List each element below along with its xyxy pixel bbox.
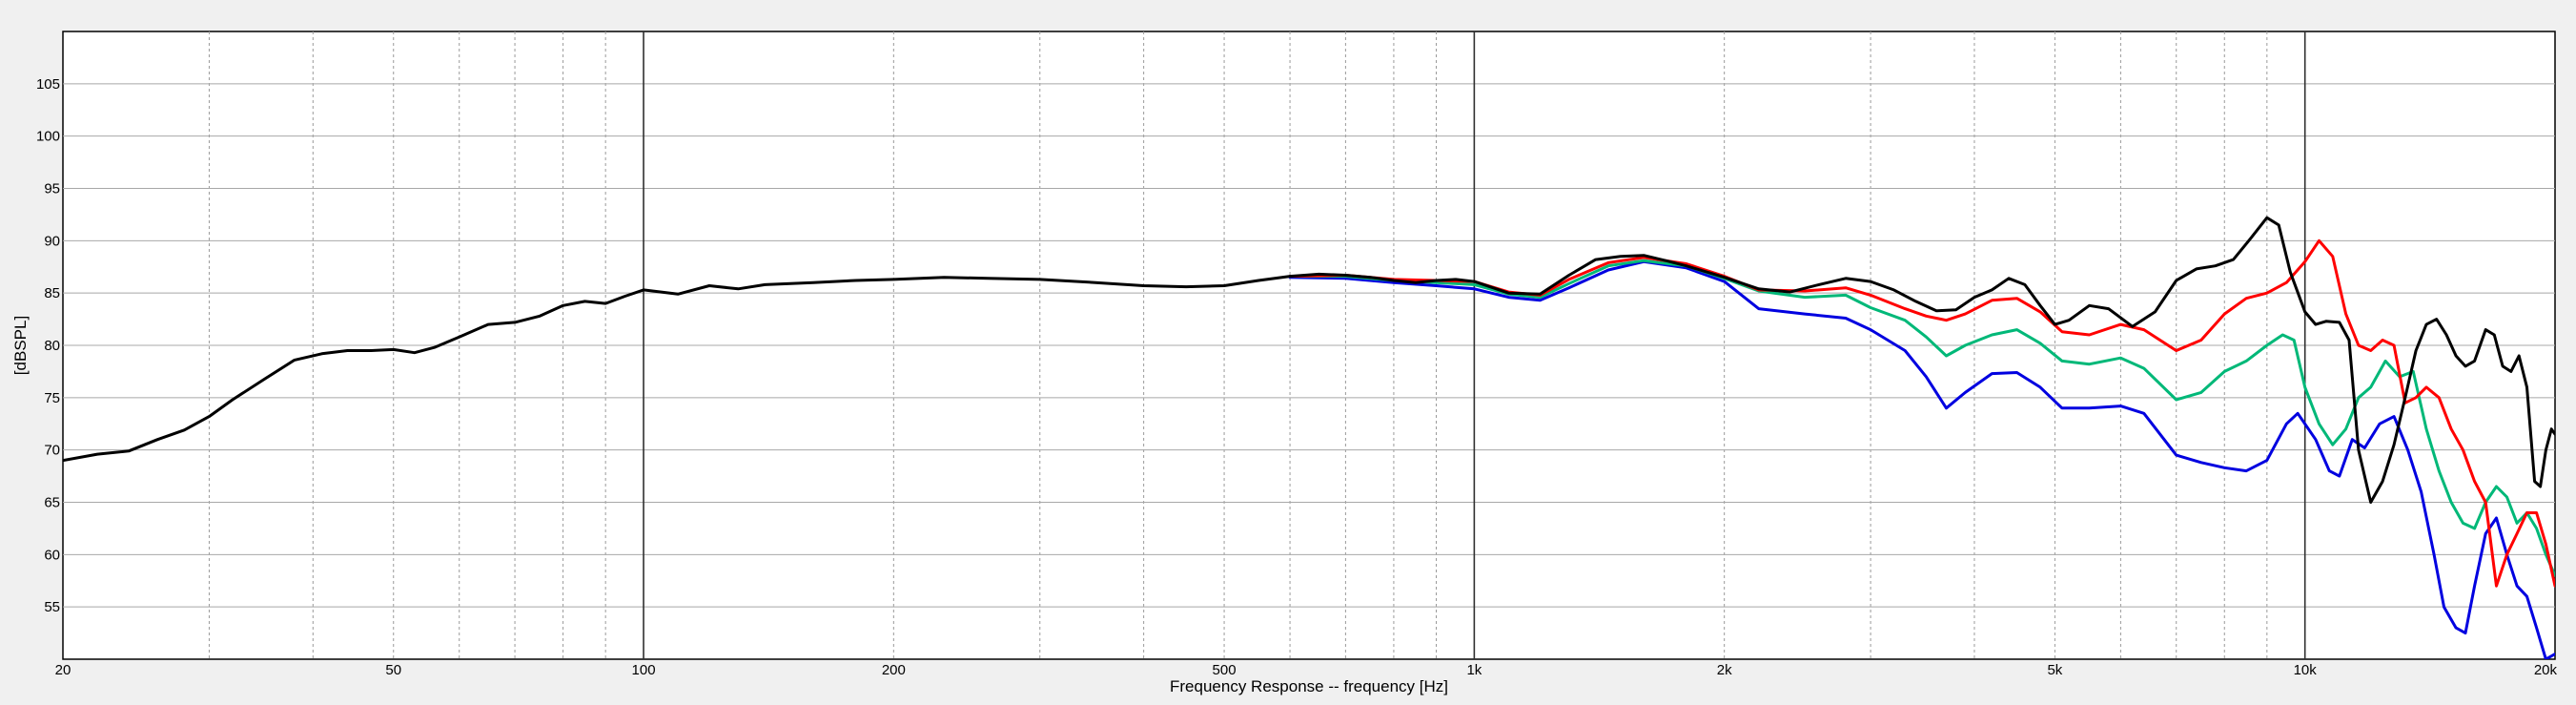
y-tick-label: 70 [44,443,60,459]
y-tick-label: 60 [44,547,60,563]
y-tick-label: 65 [44,495,60,511]
y-tick-labels: 55 60 65 70 75 80 85 90 95 100 105 [36,76,60,615]
series-line-4 [63,216,2555,504]
series-layer [63,216,2555,659]
x-tick-label: 1k [1466,662,1482,678]
x-axis-title: Frequency Response -- frequency [Hz] [1170,677,1448,695]
x-tick-label: 500 [1213,662,1237,678]
y-tick-label: 55 [44,599,60,615]
series-line-2 [1288,259,2555,577]
y-tick-label: 80 [44,338,60,354]
x-tick-label: 100 [632,662,656,678]
y-tick-label: 75 [44,390,60,406]
x-tick-label: 20 [55,662,72,678]
y-axis-title: [dBSPL] [11,316,30,375]
y-tick-label: 100 [36,129,60,145]
y-tick-label: 105 [36,76,60,93]
y-tick-label: 85 [44,285,60,301]
major-grid [63,31,2555,659]
x-tick-label: 5k [2047,662,2062,678]
y-tick-label: 95 [44,181,60,197]
x-tick-label: 20k [2534,662,2558,678]
x-tick-label: 2k [1717,662,1732,678]
x-tick-label: 50 [385,662,401,678]
y-tick-label: 90 [44,233,60,249]
x-tick-label: 10k [2294,662,2318,678]
x-tick-labels: 20 50 100 200 500 1k 2k 5k 10k 20k [55,662,2558,678]
x-tick-label: 200 [882,662,906,678]
